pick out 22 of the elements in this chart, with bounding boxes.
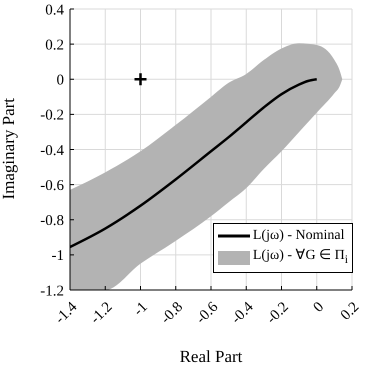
x-tick-label: -0.2 [264,299,292,328]
legend-label: L(jω) - ∀G ∈ Π$_{i}$ [252,247,348,268]
y-tick-label: -0.6 [40,178,64,194]
y-tick-label: -0.2 [40,108,64,124]
y-tick-label: 0 [56,72,64,89]
x-tick-label: -0.4 [228,298,257,328]
y-tick-label: 0.4 [45,2,64,18]
x-tick-label: -0.8 [158,299,186,328]
y-tick-label: -1.2 [40,283,64,300]
x-tick-label: 0 [310,299,328,316]
legend-label: L(jω) - Nominal [252,227,345,246]
x-tick-label: -1 [130,299,151,320]
y-tick-label: -1 [52,248,64,264]
x-tick-label: -1.2 [88,299,116,328]
y-tick-label: -0.8 [40,213,64,230]
y-tick-label: 0.2 [45,37,64,54]
x-axis-title: Real Part [180,347,243,365]
y-axis-title: Imaginary Part [0,98,18,200]
x-tick-label: 0.2 [338,299,362,324]
x-tick-label: -0.6 [193,298,222,328]
y-tick-label: -0.4 [40,142,64,159]
x-tick-label: -1.4 [52,298,81,328]
